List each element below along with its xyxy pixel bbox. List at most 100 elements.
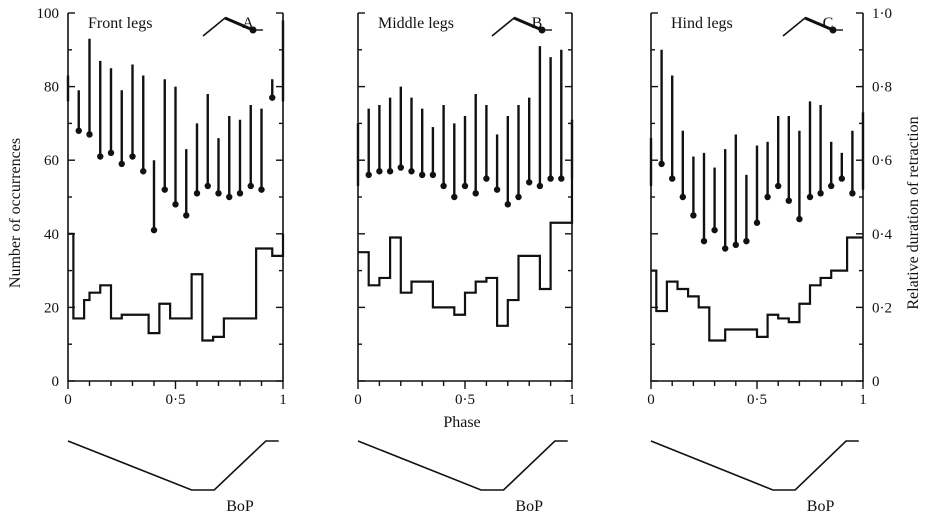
leg-icon-segment xyxy=(513,16,543,32)
leg-position-trace xyxy=(357,440,568,491)
retraction-median-point xyxy=(700,237,708,245)
retraction-median-point xyxy=(764,193,771,201)
retraction-median-point xyxy=(711,226,718,234)
y-left-tick-label: 20 xyxy=(44,300,59,316)
retraction-median-point xyxy=(193,190,201,197)
x-tick-label: 0·5 xyxy=(455,392,475,408)
x-tick-label: 0 xyxy=(64,392,72,408)
retraction-median-point xyxy=(376,168,383,175)
x-tick-label: 0 xyxy=(354,392,362,408)
retraction-median-point xyxy=(828,182,835,190)
retraction-median-point xyxy=(849,190,856,197)
retraction-median-point xyxy=(107,149,115,157)
y-right-tick-label: 0·6 xyxy=(872,153,892,169)
bop-label: BoP xyxy=(807,498,835,515)
panel-title: Front legs xyxy=(88,15,152,32)
retraction-median-point xyxy=(140,168,147,175)
retraction-median-point xyxy=(504,201,511,208)
retraction-median-point xyxy=(461,182,469,190)
retraction-median-point xyxy=(451,193,458,201)
y-right-tick-label: 0 xyxy=(872,374,880,390)
retraction-median-point xyxy=(472,190,479,197)
retraction-median-point xyxy=(247,182,254,190)
retraction-median-point xyxy=(161,186,168,193)
leg-icon-segment xyxy=(804,16,834,32)
leg-icon-segment xyxy=(224,16,254,32)
panel-b: 0 0·5 1 Middle legs B BoP xyxy=(354,12,576,515)
retraction-median-point xyxy=(97,153,104,160)
retraction-median-point xyxy=(806,193,814,201)
retraction-median-point xyxy=(483,175,490,182)
y-left-tick-label: 80 xyxy=(44,80,59,96)
y-left-tick-label: 40 xyxy=(44,227,59,243)
retraction-median-point xyxy=(172,201,179,208)
x-tick-label: 0·5 xyxy=(747,392,767,408)
retraction-median-point xyxy=(558,175,565,182)
histogram-step xyxy=(651,236,863,342)
retraction-median-point xyxy=(408,168,415,175)
retraction-median-point xyxy=(658,160,665,168)
retraction-median-point xyxy=(419,171,426,179)
retraction-median-point xyxy=(226,193,233,201)
retraction-median-point xyxy=(838,175,845,182)
retraction-median-point xyxy=(796,215,803,223)
retraction-median-point xyxy=(753,219,761,226)
retraction-median-point xyxy=(440,182,447,190)
retraction-median-point xyxy=(536,182,544,190)
retraction-median-point xyxy=(732,241,739,249)
retraction-median-point xyxy=(397,164,404,171)
retraction-median-point xyxy=(215,190,222,197)
leg-position-trace xyxy=(650,440,859,491)
y-left-tick-label: 100 xyxy=(37,6,60,22)
retraction-median-point xyxy=(204,182,211,190)
retraction-median-point xyxy=(429,171,437,179)
retraction-median-point xyxy=(258,186,265,193)
bop-label: BoP xyxy=(226,498,254,515)
y-right-tick-label: 0·2 xyxy=(872,300,892,316)
bop-label: BoP xyxy=(515,498,543,515)
retraction-median-point xyxy=(386,168,394,175)
x-tick-label: 1 xyxy=(279,392,287,408)
retraction-median-point xyxy=(75,127,82,134)
y-left-tick-label: 0 xyxy=(52,374,60,390)
y-right-tick-label: 0·4 xyxy=(872,227,892,243)
y-right-label: Relative duration of retraction xyxy=(905,116,922,309)
retraction-median-point xyxy=(743,237,750,245)
panel-c: 0 0·2 0·4 0·6 0·8 1·0 0 0·5 1 Hind legs C BoP xyxy=(647,6,892,515)
leg-position-trace xyxy=(67,440,279,491)
y-right-tick-label: 1·0 xyxy=(872,6,892,22)
x-tick-label: 1 xyxy=(568,392,576,408)
histogram-step xyxy=(358,178,574,327)
y-left-label: Number of occurrences xyxy=(7,138,24,288)
x-axis-label: Phase xyxy=(443,414,480,431)
x-tick-label: 0 xyxy=(647,392,655,408)
retraction-median-point xyxy=(150,226,158,234)
retraction-median-point xyxy=(236,190,244,197)
y-right-tick-label: 0·8 xyxy=(872,80,892,96)
retraction-median-point xyxy=(547,175,554,182)
panel-title: Hind legs xyxy=(671,15,733,32)
retraction-median-point xyxy=(183,212,190,219)
histogram-step xyxy=(68,232,285,342)
retraction-median-point xyxy=(365,171,372,179)
y-left-tick-label: 60 xyxy=(44,153,59,169)
x-tick-label: 1 xyxy=(859,392,867,408)
retraction-median-point xyxy=(515,193,522,201)
retraction-median-point xyxy=(817,190,824,197)
retraction-median-point xyxy=(129,153,136,160)
retraction-median-point xyxy=(269,94,276,101)
retraction-median-point xyxy=(526,179,533,186)
retraction-median-point xyxy=(669,175,676,182)
retraction-median-point xyxy=(679,193,686,201)
retraction-median-point xyxy=(785,197,792,204)
retraction-median-point xyxy=(118,160,125,168)
panel-letter: C xyxy=(823,15,834,32)
retraction-median-point xyxy=(493,186,501,193)
x-tick-label: 0·5 xyxy=(166,392,186,408)
panel-title: Middle legs xyxy=(378,15,454,32)
retraction-median-point xyxy=(775,182,782,190)
panel-letter: B xyxy=(532,15,543,32)
retraction-median-point xyxy=(86,131,93,138)
